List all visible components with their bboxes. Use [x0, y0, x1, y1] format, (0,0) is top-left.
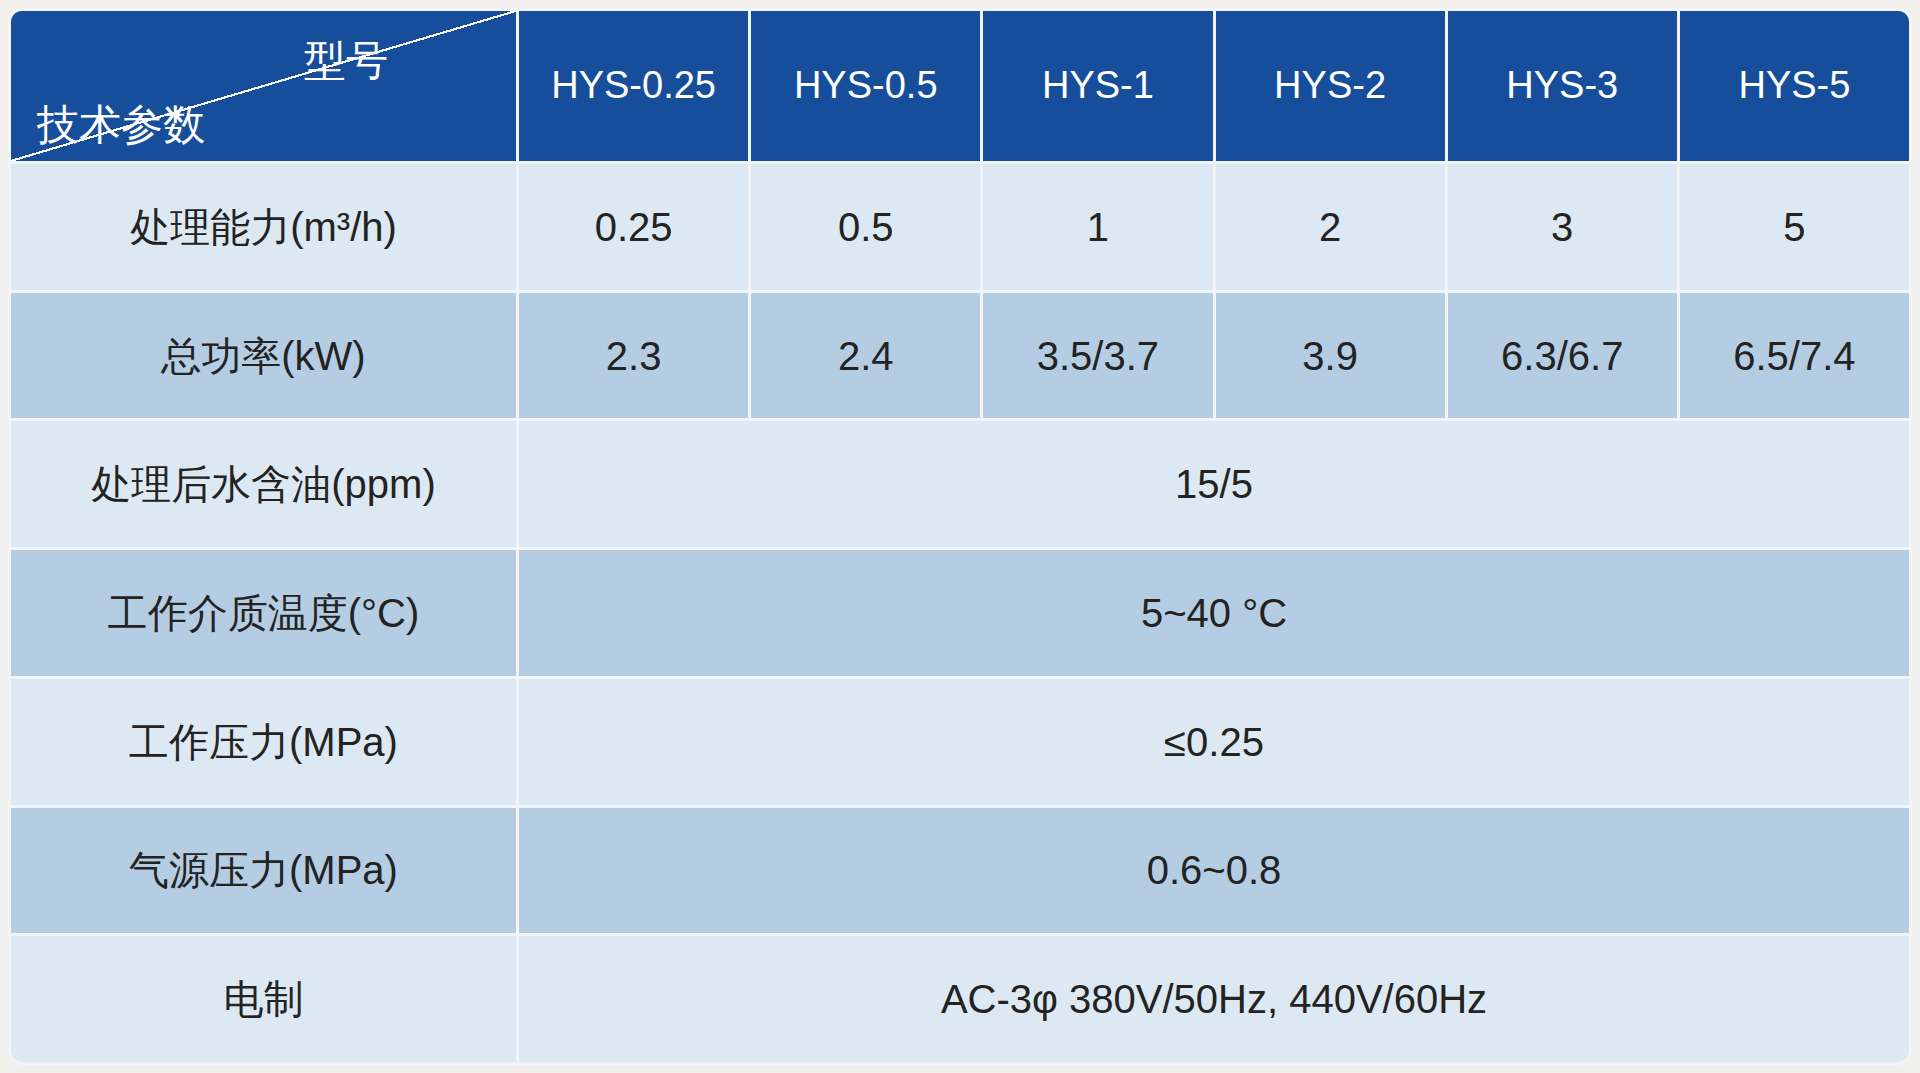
row-label-capacity: 处理能力(m³/h)	[11, 164, 516, 290]
cell-capacity-hys-5: 5	[1680, 164, 1909, 290]
column-header-hys-2: HYS-2	[1216, 11, 1445, 161]
column-header-hys-5: HYS-5	[1680, 11, 1909, 161]
diagonal-corner-header-cell: 型号 技术参数	[11, 11, 516, 161]
cell-working-pressure-merged: ≤0.25	[519, 679, 1909, 805]
column-header-hys-1: HYS-1	[983, 11, 1212, 161]
row-label-total-power: 总功率(kW)	[11, 293, 516, 419]
row-label-medium-temperature: 工作介质温度(°C)	[11, 550, 516, 676]
cell-power-hys-2: 3.9	[1216, 293, 1445, 419]
column-header-hys-025: HYS-0.25	[519, 11, 748, 161]
cell-capacity-hys-1: 1	[983, 164, 1212, 290]
column-header-hys-05: HYS-0.5	[751, 11, 980, 161]
cell-capacity-hys-2: 2	[1216, 164, 1445, 290]
row-label-air-pressure: 气源压力(MPa)	[11, 808, 516, 934]
corner-label-model: 型号	[304, 37, 388, 85]
page-background: 型号 技术参数 HYS-0.25 HYS-0.5 HYS-1 HYS-2 HYS…	[0, 0, 1920, 1073]
row-label-electrical-system: 电制	[11, 936, 516, 1062]
cell-capacity-hys-3: 3	[1448, 164, 1677, 290]
cell-capacity-hys-025: 0.25	[519, 164, 748, 290]
cell-power-hys-5: 6.5/7.4	[1680, 293, 1909, 419]
corner-label-parameters: 技术参数	[37, 101, 205, 149]
cell-power-hys-025: 2.3	[519, 293, 748, 419]
cell-power-hys-1: 3.5/3.7	[983, 293, 1212, 419]
cell-air-pressure-merged: 0.6~0.8	[519, 808, 1909, 934]
cell-medium-temperature-merged: 5~40 °C	[519, 550, 1909, 676]
technical-parameters-table: 型号 技术参数 HYS-0.25 HYS-0.5 HYS-1 HYS-2 HYS…	[8, 8, 1912, 1065]
cell-power-hys-05: 2.4	[751, 293, 980, 419]
cell-capacity-hys-05: 0.5	[751, 164, 980, 290]
row-label-working-pressure: 工作压力(MPa)	[11, 679, 516, 805]
cell-oil-content-merged: 15/5	[519, 421, 1909, 547]
cell-electrical-system-merged: AC-3φ 380V/50Hz, 440V/60Hz	[519, 936, 1909, 1062]
column-header-hys-3: HYS-3	[1448, 11, 1677, 161]
row-label-oil-content: 处理后水含油(ppm)	[11, 421, 516, 547]
cell-power-hys-3: 6.3/6.7	[1448, 293, 1677, 419]
